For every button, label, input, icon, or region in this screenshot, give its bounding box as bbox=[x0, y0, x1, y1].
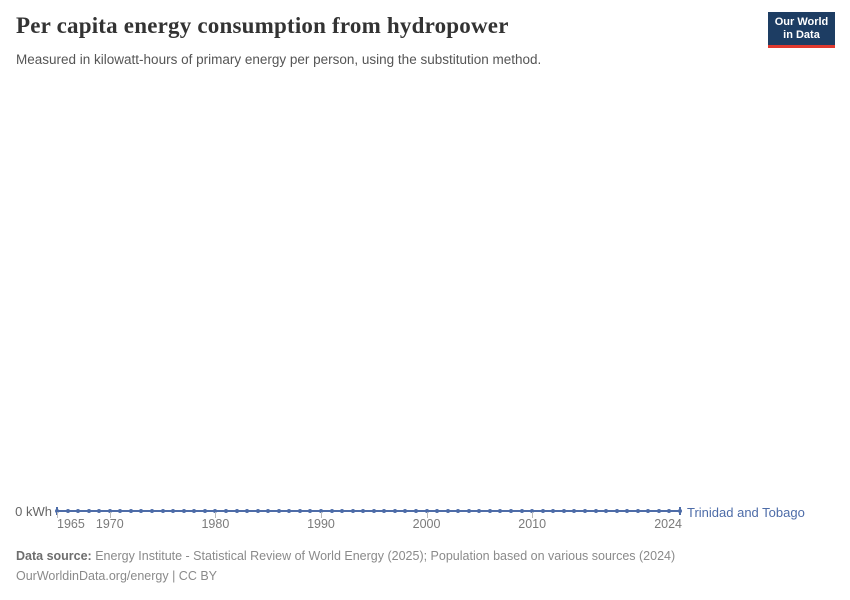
owid-logo[interactable]: Our World in Data bbox=[768, 12, 835, 48]
data-point-2016[interactable] bbox=[593, 509, 598, 513]
data-source-line: Data source: Energy Institute - Statisti… bbox=[16, 546, 675, 566]
data-point-1984[interactable] bbox=[255, 509, 260, 513]
line-end-tick bbox=[679, 507, 681, 515]
data-point-2000[interactable] bbox=[424, 509, 429, 513]
data-point-1971[interactable] bbox=[118, 509, 123, 513]
x-axis-tick-1990 bbox=[320, 512, 322, 518]
data-point-1985[interactable] bbox=[266, 509, 271, 513]
data-point-2005[interactable] bbox=[477, 509, 482, 513]
data-point-1982[interactable] bbox=[234, 509, 239, 513]
data-point-2007[interactable] bbox=[498, 509, 503, 513]
data-point-1998[interactable] bbox=[403, 509, 408, 513]
data-point-2001[interactable] bbox=[435, 509, 440, 513]
data-point-2023[interactable] bbox=[667, 509, 672, 513]
data-point-2021[interactable] bbox=[646, 509, 651, 513]
owid-logo-line2: in Data bbox=[783, 28, 820, 41]
data-point-2019[interactable] bbox=[625, 509, 630, 513]
data-point-2009[interactable] bbox=[519, 509, 524, 513]
x-axis-tick-1980 bbox=[215, 512, 217, 518]
data-point-1977[interactable] bbox=[181, 509, 186, 513]
chart-title: Per capita energy consumption from hydro… bbox=[16, 13, 509, 38]
data-point-2012[interactable] bbox=[551, 509, 556, 513]
data-point-1999[interactable] bbox=[414, 509, 419, 513]
chart-subtitle: Measured in kilowatt-hours of primary en… bbox=[16, 52, 542, 67]
data-point-1983[interactable] bbox=[245, 509, 250, 513]
x-axis-label-1965: 1965 bbox=[57, 517, 85, 531]
data-point-1974[interactable] bbox=[150, 509, 155, 513]
chart-footer: Data source: Energy Institute - Statisti… bbox=[16, 546, 675, 586]
x-axis-label-1980: 1980 bbox=[201, 517, 230, 531]
data-point-2022[interactable] bbox=[656, 509, 661, 513]
data-point-1990[interactable] bbox=[318, 509, 323, 513]
data-point-1978[interactable] bbox=[192, 509, 197, 513]
data-point-1966[interactable] bbox=[65, 509, 70, 513]
data-point-2002[interactable] bbox=[445, 509, 450, 513]
data-point-2020[interactable] bbox=[635, 509, 640, 513]
data-point-1970[interactable] bbox=[107, 509, 112, 513]
license-link[interactable]: OurWorldinData.org/energy | CC BY bbox=[16, 569, 218, 583]
data-source-text: Energy Institute - Statistical Review of… bbox=[95, 549, 676, 563]
data-point-1993[interactable] bbox=[350, 509, 355, 513]
data-point-2006[interactable] bbox=[487, 509, 492, 513]
x-axis-label-1990: 1990 bbox=[307, 517, 335, 531]
x-axis-tick-1970 bbox=[109, 512, 111, 518]
series-label-trinidad-and-tobago[interactable]: Trinidad and Tobago bbox=[687, 505, 805, 520]
owid-logo-line1: Our World bbox=[774, 16, 829, 28]
data-point-1972[interactable] bbox=[128, 509, 133, 513]
data-point-1981[interactable] bbox=[223, 509, 228, 513]
data-point-1975[interactable] bbox=[160, 509, 165, 513]
data-point-2004[interactable] bbox=[466, 509, 471, 513]
data-point-1986[interactable] bbox=[276, 509, 281, 513]
data-point-1967[interactable] bbox=[76, 509, 81, 513]
data-point-1995[interactable] bbox=[371, 509, 376, 513]
x-axis-label-1970: 1970 bbox=[95, 517, 124, 531]
series-line bbox=[57, 510, 680, 512]
data-point-1969[interactable] bbox=[97, 509, 102, 513]
data-point-2018[interactable] bbox=[614, 509, 619, 513]
data-point-1987[interactable] bbox=[287, 509, 292, 513]
x-axis-tick-2010 bbox=[532, 512, 534, 518]
data-point-2008[interactable] bbox=[509, 509, 514, 513]
data-point-1973[interactable] bbox=[139, 509, 144, 513]
data-point-1976[interactable] bbox=[171, 509, 176, 513]
data-point-2017[interactable] bbox=[604, 509, 609, 513]
x-axis-tick-1965 bbox=[57, 512, 58, 518]
data-point-1979[interactable] bbox=[202, 509, 207, 513]
data-point-1994[interactable] bbox=[361, 509, 366, 513]
data-point-2003[interactable] bbox=[456, 509, 461, 513]
data-point-1988[interactable] bbox=[297, 509, 302, 513]
data-point-2010[interactable] bbox=[530, 509, 535, 513]
data-point-1991[interactable] bbox=[329, 509, 334, 513]
x-axis-label-2000: 2000 bbox=[412, 517, 441, 531]
line-end-tick bbox=[56, 507, 58, 515]
data-point-1980[interactable] bbox=[213, 509, 218, 513]
y-axis-zero-label: 0 kWh bbox=[15, 504, 52, 519]
data-point-1968[interactable] bbox=[86, 509, 91, 513]
data-point-2013[interactable] bbox=[561, 509, 566, 513]
x-axis-label-2010: 2010 bbox=[518, 517, 547, 531]
data-source-label: Data source: bbox=[16, 549, 92, 563]
data-point-1996[interactable] bbox=[382, 509, 387, 513]
data-point-1989[interactable] bbox=[308, 509, 313, 513]
data-point-2015[interactable] bbox=[582, 509, 587, 513]
data-point-1997[interactable] bbox=[392, 509, 397, 513]
x-axis-label-2024: 2024 bbox=[654, 517, 682, 531]
data-point-2011[interactable] bbox=[540, 509, 545, 513]
x-axis-tick-2000 bbox=[426, 512, 428, 518]
data-point-1992[interactable] bbox=[340, 509, 345, 513]
data-point-2014[interactable] bbox=[572, 509, 577, 513]
